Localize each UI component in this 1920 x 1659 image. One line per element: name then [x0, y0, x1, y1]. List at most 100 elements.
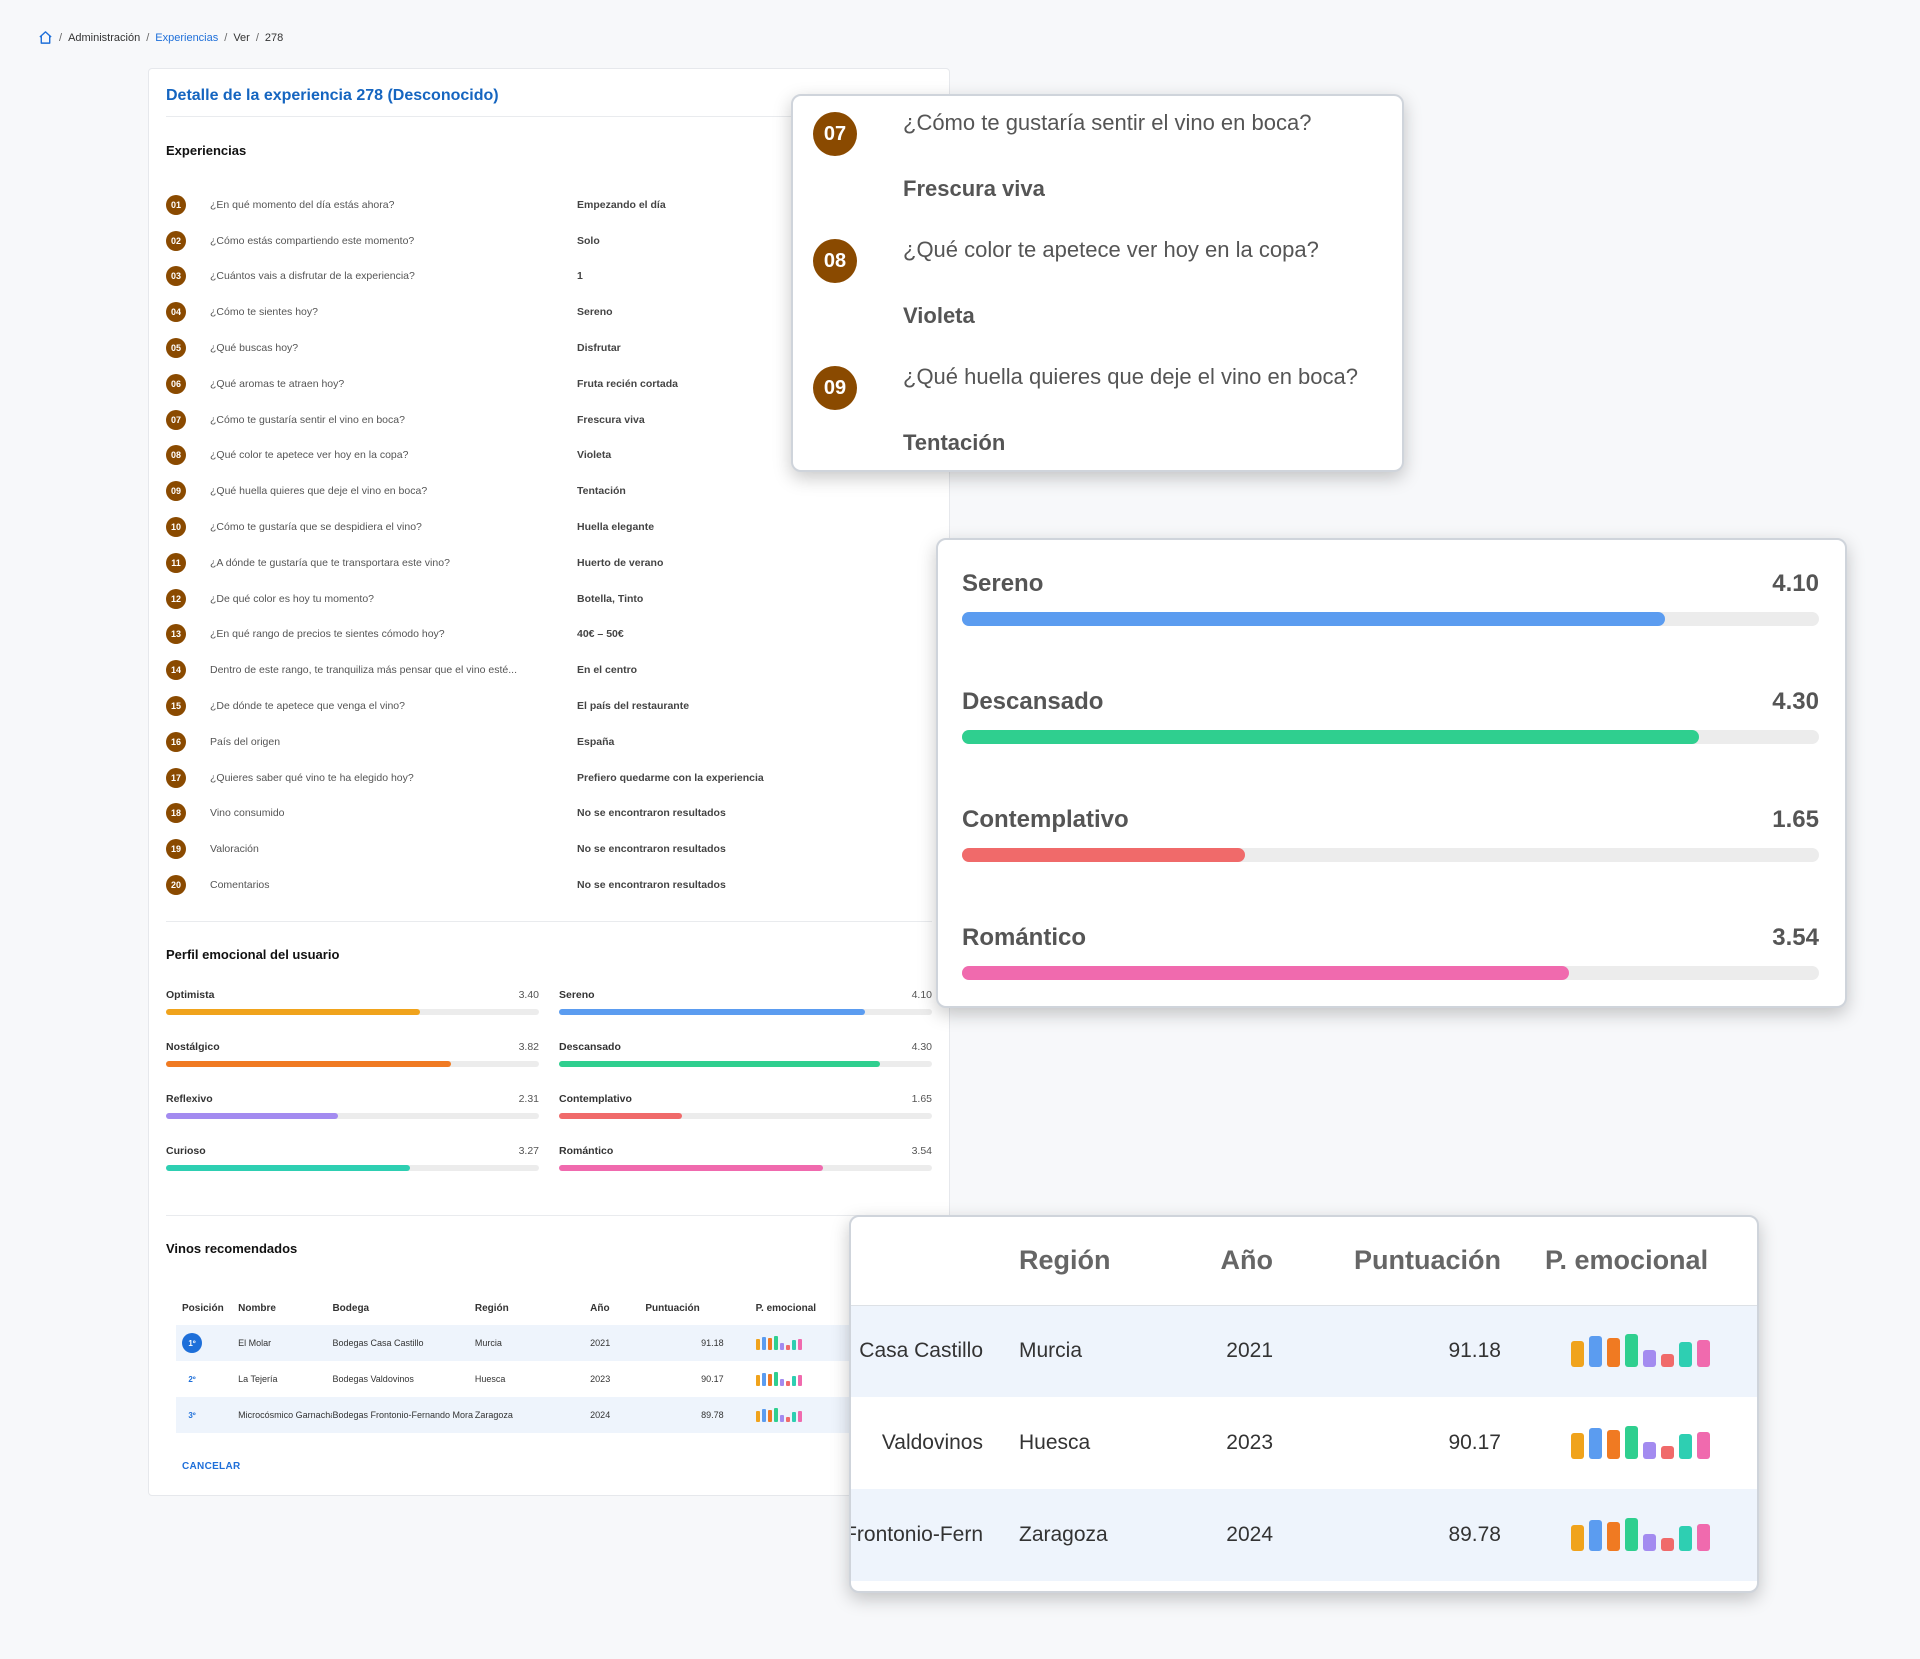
emotion-label: Sereno: [559, 989, 595, 1001]
emotion-bar-track: [166, 1061, 539, 1067]
emotion-bar-track: [962, 966, 1819, 980]
column-header[interactable]: Bodega: [332, 1302, 370, 1314]
emotion-value: 4.30: [1772, 688, 1819, 715]
emotion-value: 1.65: [911, 1093, 932, 1105]
mini-bar: [1571, 1341, 1584, 1368]
column-header[interactable]: Nombre: [238, 1302, 276, 1314]
region-cell: Zaragoza: [474, 1397, 591, 1433]
table-row[interactable]: 1º El Molar Bodegas Casa Castillo Murcia 202…: [176, 1325, 856, 1361]
answer-text: Violeta: [577, 449, 612, 462]
column-header[interactable]: Región: [474, 1302, 509, 1314]
table-row[interactable]: 3º Microcósmico Garnacha Bodegas Frontonio…: [176, 1397, 856, 1433]
question-number-badge: 09: [813, 366, 857, 410]
emotion-label: Romántico: [962, 924, 1087, 951]
emotion-label: Curioso: [166, 1145, 206, 1157]
question-text: ¿En qué momento del día estás ahora?: [210, 198, 395, 211]
emotion-bar-fill: [962, 612, 1665, 626]
mini-bar: [1643, 1442, 1656, 1459]
question-row: 20 Comentarios No se encontraron resultado…: [166, 867, 926, 903]
emotion-item: Romántico 3.54: [559, 1145, 932, 1175]
breadcrumb-item-experiencias[interactable]: Experiencias: [155, 31, 219, 44]
table-row[interactable]: Valdovinos Huesca 2023 90.17: [851, 1397, 1757, 1489]
emotional-score-cell: [1521, 1489, 1757, 1581]
question-text: Valoración: [210, 843, 259, 856]
home-icon[interactable]: [38, 30, 53, 45]
emotion-label: Romántico: [559, 1145, 614, 1157]
answer-text: Solo: [577, 234, 600, 247]
question-text: ¿Qué huella quieres que deje el vino en …: [210, 485, 428, 498]
column-header[interactable]: Año: [590, 1302, 610, 1314]
column-header[interactable]: Puntuación: [1301, 1217, 1521, 1306]
breadcrumb-separator: /: [255, 31, 259, 44]
column-header[interactable]: Región: [991, 1217, 1201, 1306]
column-header[interactable]: Posición: [182, 1302, 224, 1314]
question-text: ¿Qué color te apetece ver hoy en la copa…: [210, 449, 409, 462]
emotional-profile-mini-chart: [755, 1334, 802, 1350]
question-row: 09 ¿Qué huella quieres que deje el vino e…: [166, 473, 926, 509]
column-header[interactable]: Año: [1201, 1217, 1301, 1306]
table-row[interactable]: Casa Castillo Murcia 2021 91.18: [851, 1305, 1757, 1397]
answer-text: No se encontraron resultados: [577, 879, 726, 892]
emotion-value: 3.54: [911, 1145, 932, 1157]
emotion-bar-track: [559, 1165, 932, 1171]
column-header[interactable]: Puntuación: [645, 1302, 700, 1314]
question-number-badge: 14: [166, 660, 186, 681]
breadcrumb-item-administracion[interactable]: Administración: [68, 31, 141, 44]
emotional-profile-mini-chart: [1571, 1421, 1710, 1459]
mini-bar: [767, 1338, 772, 1350]
wine-name-cell: El Molar: [238, 1325, 333, 1361]
breadcrumb-separator: /: [146, 31, 150, 44]
question-row: 10 ¿Cómo te gustaría que se despidiera el…: [166, 509, 926, 545]
mini-bar: [779, 1343, 784, 1350]
question-number-badge: 02: [166, 230, 186, 251]
question-row: 07 ¿Cómo te gustaría sentir el vino en bo…: [166, 402, 926, 438]
question-number-badge: 08: [166, 445, 186, 466]
question-number-badge: 07: [166, 409, 186, 430]
answer-text: Sereno: [577, 306, 613, 319]
question-row: 14 Dentro de este rango, te tranquiliza m…: [166, 652, 926, 688]
question-row: 08 ¿Qué color te apetece ver hoy en la co…: [166, 438, 926, 474]
table-row[interactable]: Frontonio-Fern Zaragoza 2024 89.78: [851, 1489, 1757, 1581]
emotion-bar-fill: [166, 1009, 420, 1015]
breadcrumb: / Administración / Experiencias / Ver / …: [38, 30, 283, 45]
region-cell: Zaragoza: [991, 1489, 1201, 1581]
mini-bar: [755, 1339, 760, 1350]
emotion-bar-fill: [559, 1009, 865, 1015]
question-number-badge: 20: [166, 875, 186, 896]
mini-bar: [1589, 1428, 1602, 1459]
breadcrumb-separator: /: [59, 31, 63, 44]
divider: [166, 921, 932, 922]
answer-text: Frescura viva: [903, 176, 1045, 201]
emotion-value: 2.31: [518, 1093, 539, 1105]
question-text: ¿Cómo te gustaría que se despidiera el v…: [210, 521, 422, 534]
divider: [166, 1215, 932, 1216]
score-cell: 91.18: [1301, 1305, 1521, 1397]
emotion-bar-track: [559, 1009, 932, 1015]
emotion-bar-track: [559, 1061, 932, 1067]
mini-bar: [1607, 1430, 1620, 1459]
question-row: 18 Vino consumido No se encontraron result…: [166, 796, 926, 832]
table-row[interactable]: 2º La Tejería Bodegas Valdovinos Huesca 2023…: [176, 1361, 856, 1397]
answer-text: Empezando el día: [577, 198, 666, 211]
emotion-bar-track: [962, 612, 1819, 626]
mini-bar: [1625, 1334, 1638, 1368]
column-header[interactable]: P. emocional: [1521, 1217, 1757, 1306]
question-number-badge: 08: [813, 239, 857, 283]
emotion-bar-track: [166, 1113, 539, 1119]
question-number-badge: 11: [166, 552, 186, 573]
emotion-bar-fill: [166, 1061, 451, 1067]
question-text: ¿Cómo estás compartiendo este momento?: [210, 234, 415, 247]
question-number-badge: 16: [166, 731, 186, 752]
region-cell: Huesca: [474, 1374, 506, 1384]
breadcrumb-item-ver[interactable]: Ver: [233, 31, 250, 44]
question-text: ¿Quieres saber qué vino te ha elegido ho…: [210, 771, 414, 784]
column-header[interactable]: P. emocional: [755, 1302, 817, 1314]
question-text: ¿Cómo te gustaría sentir el vino en boca…: [903, 110, 1312, 135]
score-cell: 90.17: [701, 1374, 724, 1384]
emotional-profile-title: Perfil emocional del usuario: [166, 947, 340, 962]
mini-bar: [797, 1375, 802, 1386]
region-cell: Huesca: [1019, 1431, 1091, 1454]
score-cell: 89.78: [645, 1397, 756, 1433]
cancel-button[interactable]: CANCELAR: [182, 1461, 241, 1472]
table-header-row: Posición Nombre Bodega Región Año Puntuación P…: [176, 1291, 856, 1325]
